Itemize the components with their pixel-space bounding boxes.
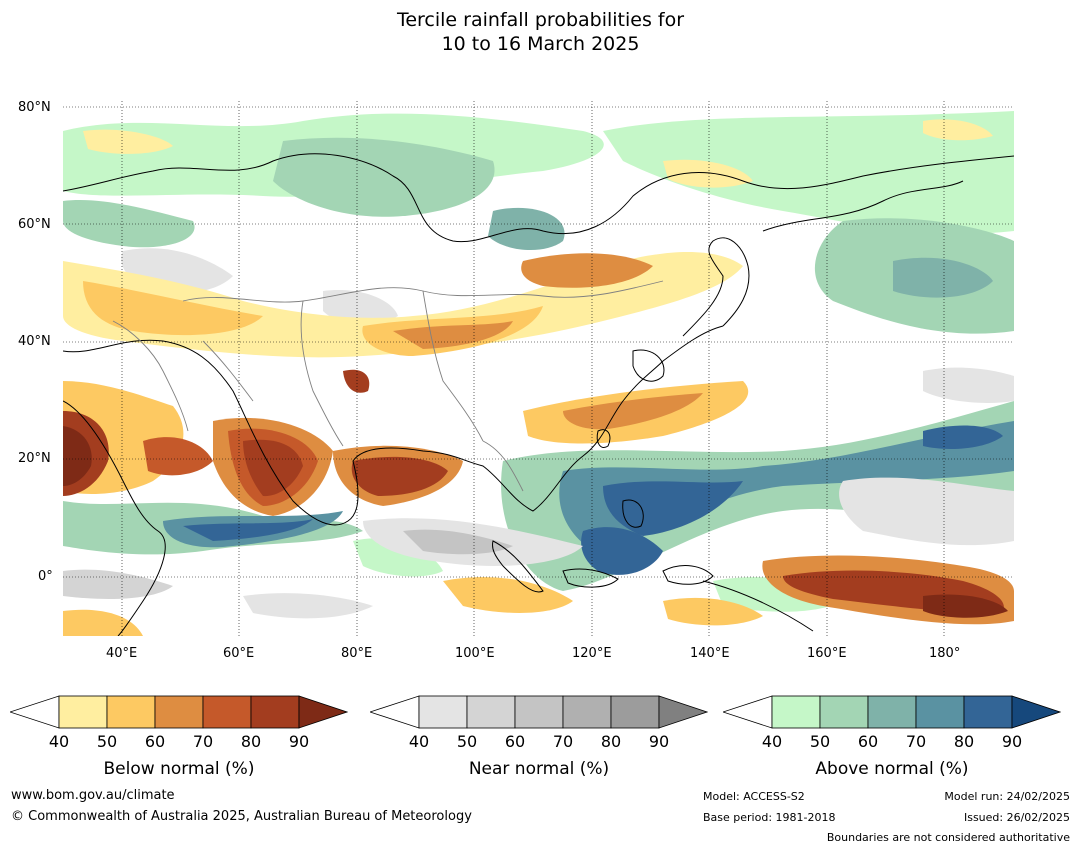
- lat-label-40n: 40°N: [18, 334, 51, 349]
- near-swatch-40-50: [418, 695, 468, 729]
- lon-label-120e: 120°E: [572, 646, 612, 661]
- copyright-notice: © Commonwealth of Australia 2025, Austra…: [11, 809, 472, 824]
- website-link[interactable]: www.bom.gov.au/climate: [11, 788, 175, 803]
- lon-label-40e: 40°E: [106, 646, 138, 661]
- tick-label: 50: [809, 732, 831, 751]
- near-swatch-50-60: [466, 695, 516, 729]
- colorbar-above: [723, 695, 1061, 729]
- model-run-date: Model run: 24/02/2025: [944, 790, 1070, 803]
- lon-label-80e: 80°E: [341, 646, 373, 661]
- probability-map: [63, 101, 1014, 636]
- below-swatch-70-80: [202, 695, 252, 729]
- tick-label: 90: [1001, 732, 1023, 751]
- lat-label-60n: 60°N: [18, 217, 51, 232]
- above-swatch-40-50: [771, 695, 821, 729]
- tick-label: 40: [408, 732, 430, 751]
- graticule: [63, 101, 1014, 636]
- tick-label: 50: [456, 732, 478, 751]
- lat-label-equator: 0°: [38, 569, 53, 584]
- colorbar-above-title: Above normal (%): [815, 759, 969, 779]
- title-line-1: Tercile rainfall probabilities for: [396, 9, 685, 31]
- tick-label: 60: [857, 732, 879, 751]
- chart-title: Tercile rainfall probabilities for 10 to…: [0, 8, 1081, 56]
- lat-label-20n: 20°N: [18, 451, 51, 466]
- below-swatch-60-70: [154, 695, 204, 729]
- model-name: Model: ACCESS-S2: [703, 790, 805, 803]
- base-period: Base period: 1981-2018: [703, 811, 836, 824]
- above-swatch-60-70: [867, 695, 917, 729]
- below-swatch-50-60: [106, 695, 156, 729]
- tick-label: 60: [144, 732, 166, 751]
- below-swatch-80-90: [250, 695, 300, 729]
- issued-date: Issued: 26/02/2025: [963, 811, 1070, 824]
- tick-label: 70: [552, 732, 574, 751]
- near-swatch-90-plus: [658, 695, 708, 729]
- below-swatch-40-50: [58, 695, 108, 729]
- tick-label: 90: [648, 732, 670, 751]
- tick-label: 70: [905, 732, 927, 751]
- tick-label: 80: [953, 732, 975, 751]
- tick-label: 40: [48, 732, 70, 751]
- lon-label-160e: 160°E: [807, 646, 847, 661]
- near-swatch-70-80: [562, 695, 612, 729]
- below-normal-regions: [63, 119, 1014, 636]
- colorbar-near-title: Near normal (%): [468, 759, 610, 779]
- lon-label-60e: 60°E: [223, 646, 255, 661]
- boundaries-disclaimer: Boundaries are not considered authoritat…: [826, 831, 1070, 844]
- above-swatch-80-90: [963, 695, 1013, 729]
- tick-label: 70: [192, 732, 214, 751]
- above-normal-regions: [63, 111, 1014, 612]
- tick-label: 80: [240, 732, 262, 751]
- lon-label-180: 180°: [929, 646, 961, 661]
- lat-label-80n: 80°N: [18, 100, 51, 115]
- above-swatch-90-plus: [1011, 695, 1061, 729]
- tick-label: 90: [288, 732, 310, 751]
- tick-label: 60: [504, 732, 526, 751]
- coastlines: [63, 153, 1014, 636]
- lon-label-140e: 140°E: [690, 646, 730, 661]
- tick-label: 40: [761, 732, 783, 751]
- above-swatch-70-80: [915, 695, 965, 729]
- map-panel: [63, 101, 1014, 636]
- near-normal-regions: [63, 248, 1014, 619]
- colorbar-below: [10, 695, 348, 729]
- title-line-2: 10 to 16 March 2025: [441, 33, 640, 55]
- lon-label-100e: 100°E: [455, 646, 495, 661]
- above-swatch-50-60: [819, 695, 869, 729]
- near-swatch-80-90: [610, 695, 660, 729]
- tick-label: 50: [96, 732, 118, 751]
- colorbar-below-title: Below normal (%): [103, 759, 255, 779]
- colorbar-near: [370, 695, 708, 729]
- country-borders: [112, 280, 664, 492]
- below-swatch-90-plus: [298, 695, 348, 729]
- tick-label: 80: [600, 732, 622, 751]
- near-swatch-60-70: [514, 695, 564, 729]
